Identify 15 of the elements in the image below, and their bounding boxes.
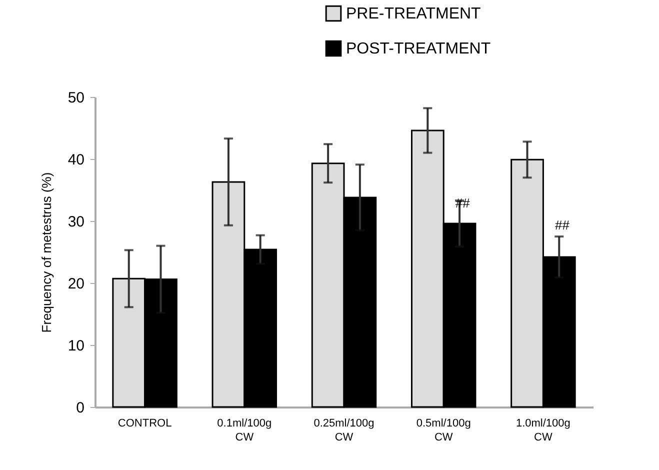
y-tick-label: 20 bbox=[68, 276, 84, 292]
legend-label: POST-TREATMENT bbox=[346, 40, 491, 58]
x-tick-label: CONTROL bbox=[118, 418, 172, 430]
x-tick-label: 0.5ml/100g CW bbox=[416, 418, 471, 444]
x-tick-label: 1.0ml/100g CW bbox=[516, 418, 570, 444]
y-tick-label: 10 bbox=[68, 338, 84, 354]
y-tick-label: 40 bbox=[68, 152, 84, 168]
y-tick-label: 50 bbox=[68, 90, 84, 106]
y-tick-label: 0 bbox=[76, 400, 84, 416]
y-axis-title: Frequency of metestrus (%) bbox=[38, 172, 54, 333]
y-tick-label: 30 bbox=[68, 214, 84, 230]
legend-label: PRE-TREATMENT bbox=[346, 6, 482, 22]
x-tick-label: 0.1ml/100g CW bbox=[217, 418, 272, 444]
x-tick-label: 0.25ml/100g CW bbox=[314, 418, 374, 444]
annotation: ## bbox=[554, 217, 570, 232]
